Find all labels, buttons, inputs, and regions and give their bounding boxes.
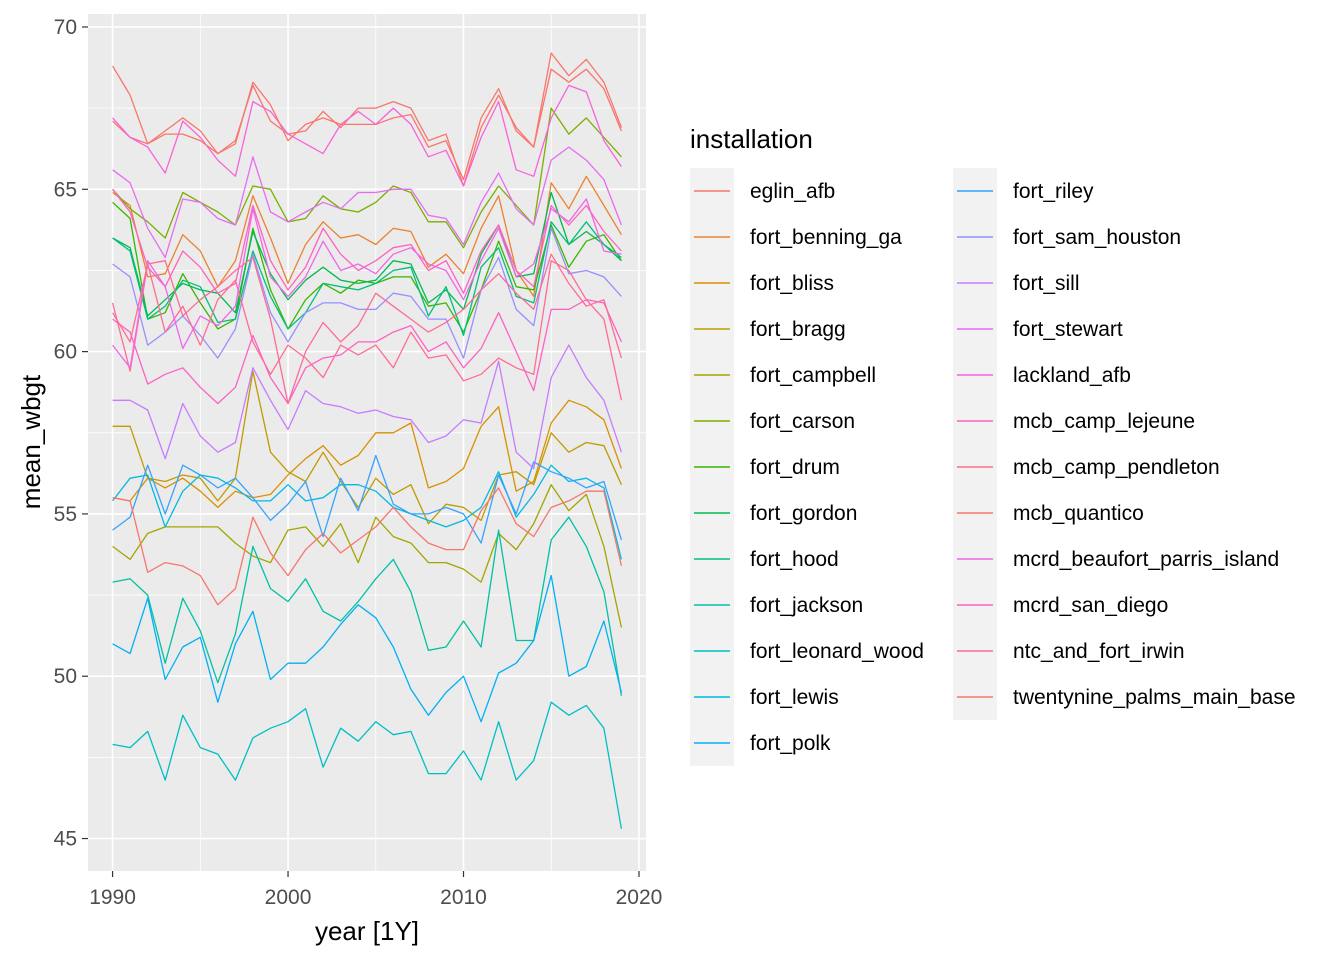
series-line-mcrd-san-diego (112, 299, 622, 405)
series-line-mcb-camp-lejeune (112, 188, 622, 294)
legend: eglin_afb fort_benning_ga fort_bliss fort_b… (690, 168, 1296, 766)
legend-label: fort_polk (750, 732, 831, 755)
x-tick-label: 2000 (265, 886, 312, 909)
grid-major (88, 14, 646, 871)
legend-label: fort_benning_ga (750, 226, 902, 249)
y-tick-label: 65 (54, 178, 77, 201)
series-line-fort-bliss (112, 399, 623, 509)
legend-label: fort_lewis (750, 686, 839, 709)
legend-title: installation (690, 124, 813, 154)
y-tick-labels: 45 50 55 60 65 70 (54, 16, 77, 851)
x-tick-label: 2010 (440, 886, 487, 909)
legend-label: mcb_camp_pendleton (1013, 456, 1220, 479)
legend-label: fort_riley (1013, 180, 1094, 203)
legend-label: fort_sill (1013, 272, 1080, 295)
legend-label: fort_stewart (1013, 318, 1123, 341)
grid-minor (88, 14, 646, 871)
legend-label: mcb_quantico (1013, 502, 1144, 525)
legend-label: twentynine_palms_main_base (1013, 686, 1296, 709)
series-line-fort-hood (112, 221, 622, 337)
legend-label: fort_carson (750, 410, 855, 433)
series-line-ntc-and-fort-irwin (112, 253, 623, 405)
series-line-fort-carson (112, 107, 622, 249)
legend-label: fort_sam_houston (1013, 226, 1181, 249)
legend-label: ntc_and_fort_irwin (1013, 640, 1185, 663)
legend-label: mcb_camp_lejeune (1013, 410, 1195, 433)
y-tick-label: 45 (54, 828, 77, 851)
x-tick-label: 2020 (616, 886, 663, 909)
x-tick-label: 1990 (89, 886, 136, 909)
legend-label: fort_bliss (750, 272, 834, 295)
series-lines (111, 52, 623, 829)
x-tick-labels: 1990 2000 2010 2020 (89, 886, 662, 909)
plot-panel (88, 14, 646, 871)
series-line-mcrd-beaufort-parris-island (112, 198, 622, 369)
series-line-fort-polk (112, 574, 623, 723)
legend-label: fort_leonard_wood (750, 640, 924, 663)
series-line-fort-sill (112, 344, 623, 470)
y-tick-label: 55 (54, 503, 77, 526)
y-tick-label: 60 (54, 341, 77, 364)
series-line-lackland-afb (112, 84, 622, 187)
series-line-fort-stewart (112, 146, 623, 259)
legend-label: fort_campbell (750, 364, 876, 387)
legend-label: fort_jackson (750, 594, 863, 617)
series-line-fort-leonard-wood (112, 701, 623, 829)
legend-label: lackland_afb (1013, 364, 1131, 387)
series-line-fort-lewis (112, 464, 623, 560)
legend-label: mcrd_san_diego (1013, 594, 1168, 617)
y-tick-label: 50 (54, 665, 77, 688)
legend-label: mcrd_beaufort_parris_island (1013, 548, 1279, 571)
series-line-fort-campbell (112, 484, 623, 628)
legend-label: fort_bragg (750, 318, 846, 341)
series-line-mcb-quantico (112, 487, 623, 606)
legend-label: fort_gordon (750, 502, 857, 525)
series-line-fort-jackson (112, 516, 623, 696)
axis-ticks (82, 26, 640, 877)
series-line-fort-gordon (112, 191, 622, 317)
series-line-fort-riley (112, 454, 623, 544)
legend-label: fort_drum (750, 456, 840, 479)
y-tick-label: 70 (54, 16, 77, 39)
series-line-twentynine-palms-main-base (112, 65, 623, 181)
y-axis-title: mean_wbgt (16, 374, 46, 509)
legend-label: fort_hood (750, 548, 839, 571)
series-line-mcb-camp-pendleton (111, 260, 623, 401)
x-axis-title: year [1Y] (315, 916, 419, 946)
legend-label: eglin_afb (750, 180, 835, 203)
